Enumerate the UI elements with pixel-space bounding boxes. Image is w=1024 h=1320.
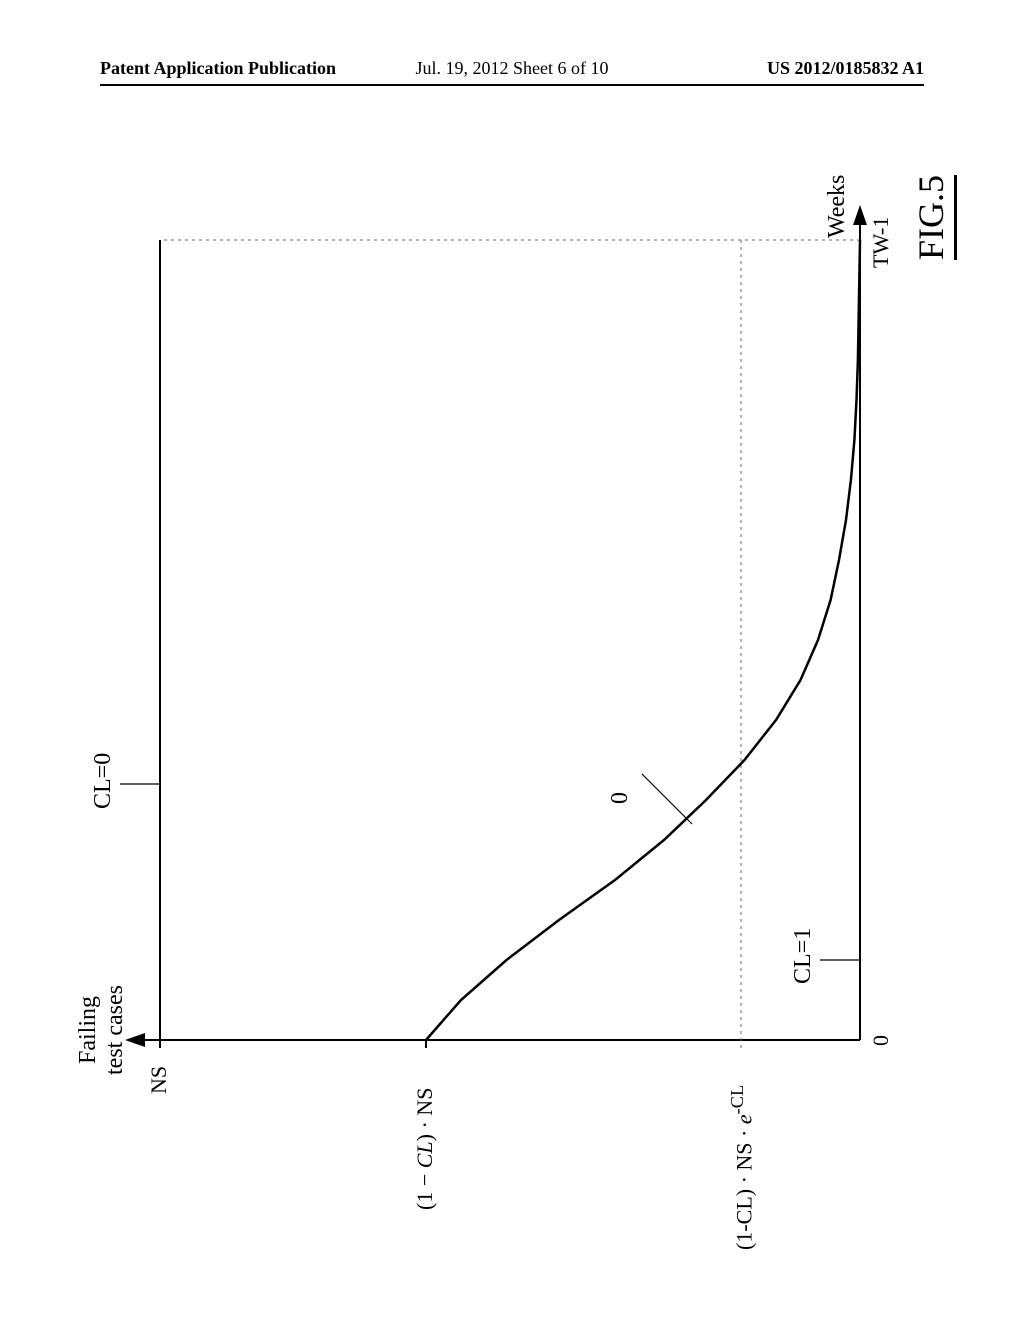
x-tick-0: 0 [868, 1035, 894, 1046]
header-right: US 2012/0185832 A1 [767, 58, 924, 79]
header-rule [100, 84, 924, 86]
x-tick-tw1: TW-1 [868, 217, 894, 268]
figure-rotated: Failingtest cases Weeks NS (1 − CL) · NS… [80, 140, 960, 1260]
curve-label-clmid: 0 [607, 792, 634, 804]
y-tick-low: (1-CL) · NS · e-CL [727, 1085, 757, 1250]
curve-label-cl1: CL=1 [790, 928, 817, 984]
curve-label-cl0: CL=0 [90, 753, 117, 809]
y-tick-mid: (1 − CL) · NS [412, 1088, 438, 1210]
x-axis-label: Weeks [824, 175, 851, 238]
figure-container: Failingtest cases Weeks NS (1 − CL) · NS… [80, 140, 960, 1260]
y-axis-label: Failingtest cases [75, 970, 129, 1090]
figure-label: FIG.5 [910, 175, 957, 260]
page-header: Patent Application Publication Jul. 19, … [0, 56, 1024, 86]
chart-svg [80, 140, 960, 1260]
y-tick-ns: NS [146, 1066, 172, 1094]
